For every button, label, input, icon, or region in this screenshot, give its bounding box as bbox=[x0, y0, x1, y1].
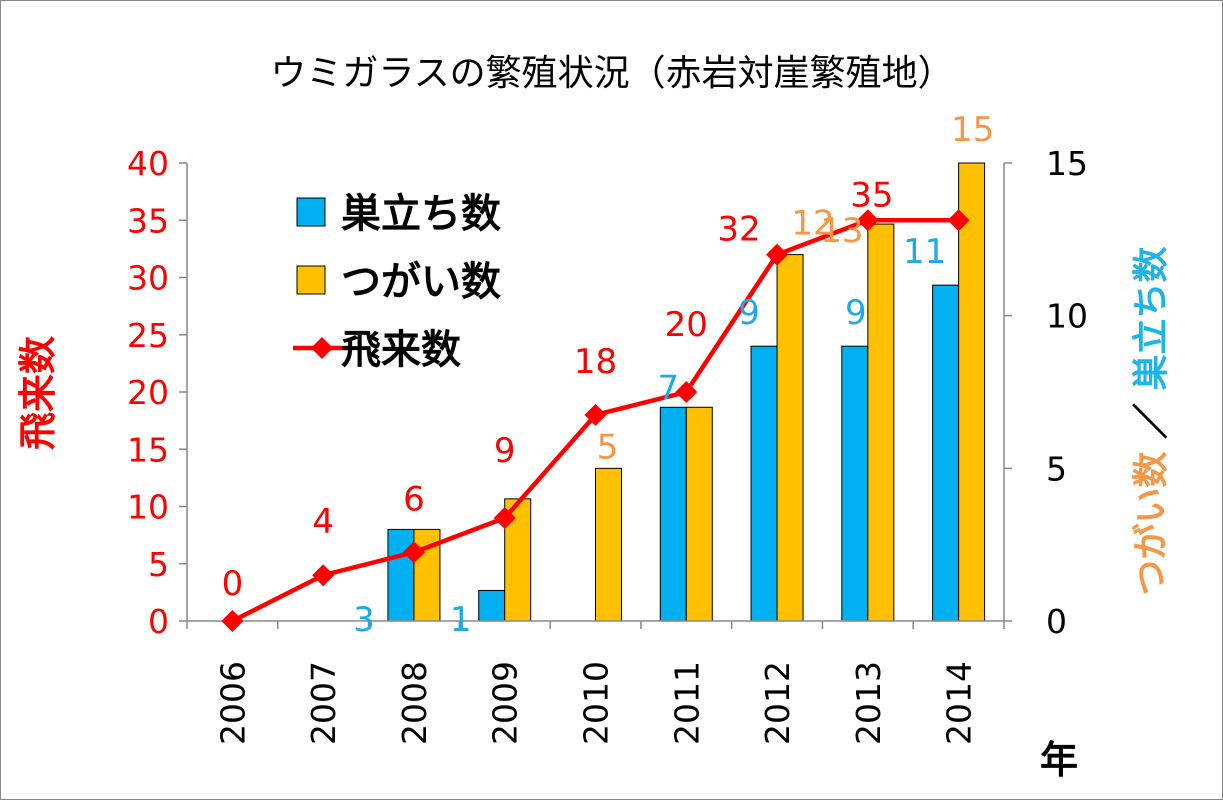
x-tick-label: 2008 bbox=[395, 661, 434, 745]
x-tick-label: 2009 bbox=[486, 661, 525, 745]
line-marker-arrivals bbox=[856, 209, 879, 232]
legend-swatch-nestlings bbox=[296, 197, 326, 227]
y-right-label-pairs: つがい数 bbox=[1131, 452, 1172, 596]
data-label-nestlings: 9 bbox=[738, 293, 760, 333]
y-left-axis-label: 飛来数 bbox=[16, 336, 60, 450]
x-tick-label: 2011 bbox=[667, 661, 706, 745]
data-label-pairs: 15 bbox=[951, 110, 994, 150]
x-tick-label: 2010 bbox=[577, 661, 616, 745]
y-left-tick-label: 20 bbox=[127, 373, 169, 412]
legend-label-pairs: つがい数 bbox=[341, 259, 501, 305]
data-label-pairs: 12 bbox=[791, 204, 834, 244]
bar-pair bbox=[685, 406, 713, 622]
x-tick-label: 2012 bbox=[758, 661, 797, 745]
bar-pair bbox=[595, 467, 622, 622]
y-left-tick-label: 0 bbox=[148, 602, 169, 641]
y-left-tick-label: 10 bbox=[127, 488, 169, 527]
y-right-label-separator: ／ bbox=[1131, 390, 1172, 451]
x-tick-label: 2006 bbox=[213, 661, 252, 745]
bar-nestling bbox=[478, 589, 506, 622]
legend-label-nestlings: 巣立ち数 bbox=[341, 191, 501, 237]
y-left-tick-label: 30 bbox=[127, 259, 169, 298]
data-label-arrivals: 4 bbox=[312, 502, 334, 542]
y-right-axis-label: つがい数 ／ 巣立ち数 bbox=[1131, 246, 1172, 595]
legend-swatch-pairs bbox=[296, 265, 326, 295]
bar-pair bbox=[958, 162, 986, 622]
data-label-nestlings: 11 bbox=[903, 232, 946, 272]
data-label-arrivals: 20 bbox=[665, 305, 708, 345]
data-label-arrivals: 18 bbox=[574, 342, 617, 382]
y-right-tick-label: 5 bbox=[1046, 449, 1067, 488]
y-left-tick-label: 15 bbox=[127, 430, 169, 469]
bar-nestling bbox=[841, 345, 869, 622]
y-left-tick-label: 5 bbox=[148, 545, 169, 584]
data-label-nestlings: 7 bbox=[657, 368, 679, 408]
x-tick-label: 2007 bbox=[304, 661, 343, 745]
bar-nestling bbox=[750, 345, 778, 622]
y-right-tick-label: 15 bbox=[1046, 144, 1088, 183]
bar-pair bbox=[867, 223, 895, 622]
legend-label-arrivals: 飛来数 bbox=[341, 327, 461, 373]
y-right-tick-label: 0 bbox=[1046, 602, 1067, 641]
data-label-nestlings: 9 bbox=[845, 293, 867, 333]
data-label-arrivals: 35 bbox=[850, 175, 893, 215]
x-axis-label: 年 bbox=[1040, 738, 1078, 782]
y-left-tick-label: 35 bbox=[127, 201, 169, 240]
bar-nestling bbox=[659, 406, 687, 622]
data-label-pairs: 5 bbox=[597, 427, 619, 467]
y-left-tick-label: 40 bbox=[127, 144, 169, 183]
bar-nestling bbox=[932, 284, 960, 622]
bar-nestling bbox=[387, 528, 415, 622]
data-label-nestlings: 3 bbox=[353, 600, 375, 640]
y-right-tick-label: 10 bbox=[1046, 297, 1088, 336]
data-label-nestlings: 1 bbox=[450, 600, 472, 640]
line-marker-arrivals bbox=[675, 381, 698, 403]
line-marker-arrivals bbox=[402, 541, 425, 564]
x-tick-label: 2014 bbox=[940, 661, 979, 745]
data-label-pairs: 13 bbox=[820, 211, 863, 251]
y-right-label-nestlings: 巣立ち数 bbox=[1131, 246, 1172, 390]
data-label-arrivals: 9 bbox=[494, 431, 516, 471]
y-left-tick-label: 25 bbox=[127, 316, 169, 355]
data-label-arrivals: 6 bbox=[403, 479, 425, 519]
line-marker-arrivals bbox=[766, 243, 789, 266]
legend-marker-arrivals bbox=[311, 337, 333, 359]
line-marker-arrivals bbox=[947, 209, 970, 232]
data-label-arrivals: 0 bbox=[222, 564, 244, 604]
line-marker-arrivals bbox=[221, 610, 244, 632]
line-marker-arrivals bbox=[312, 564, 335, 587]
x-tick-label: 2013 bbox=[849, 661, 888, 745]
chart-title: ウミガラスの繁殖状況（赤岩対崖繁殖地） bbox=[270, 53, 953, 94]
line-marker-arrivals bbox=[584, 403, 607, 426]
line-marker-arrivals bbox=[493, 506, 516, 529]
data-label-arrivals: 32 bbox=[717, 210, 760, 250]
bar-pair bbox=[776, 254, 804, 622]
